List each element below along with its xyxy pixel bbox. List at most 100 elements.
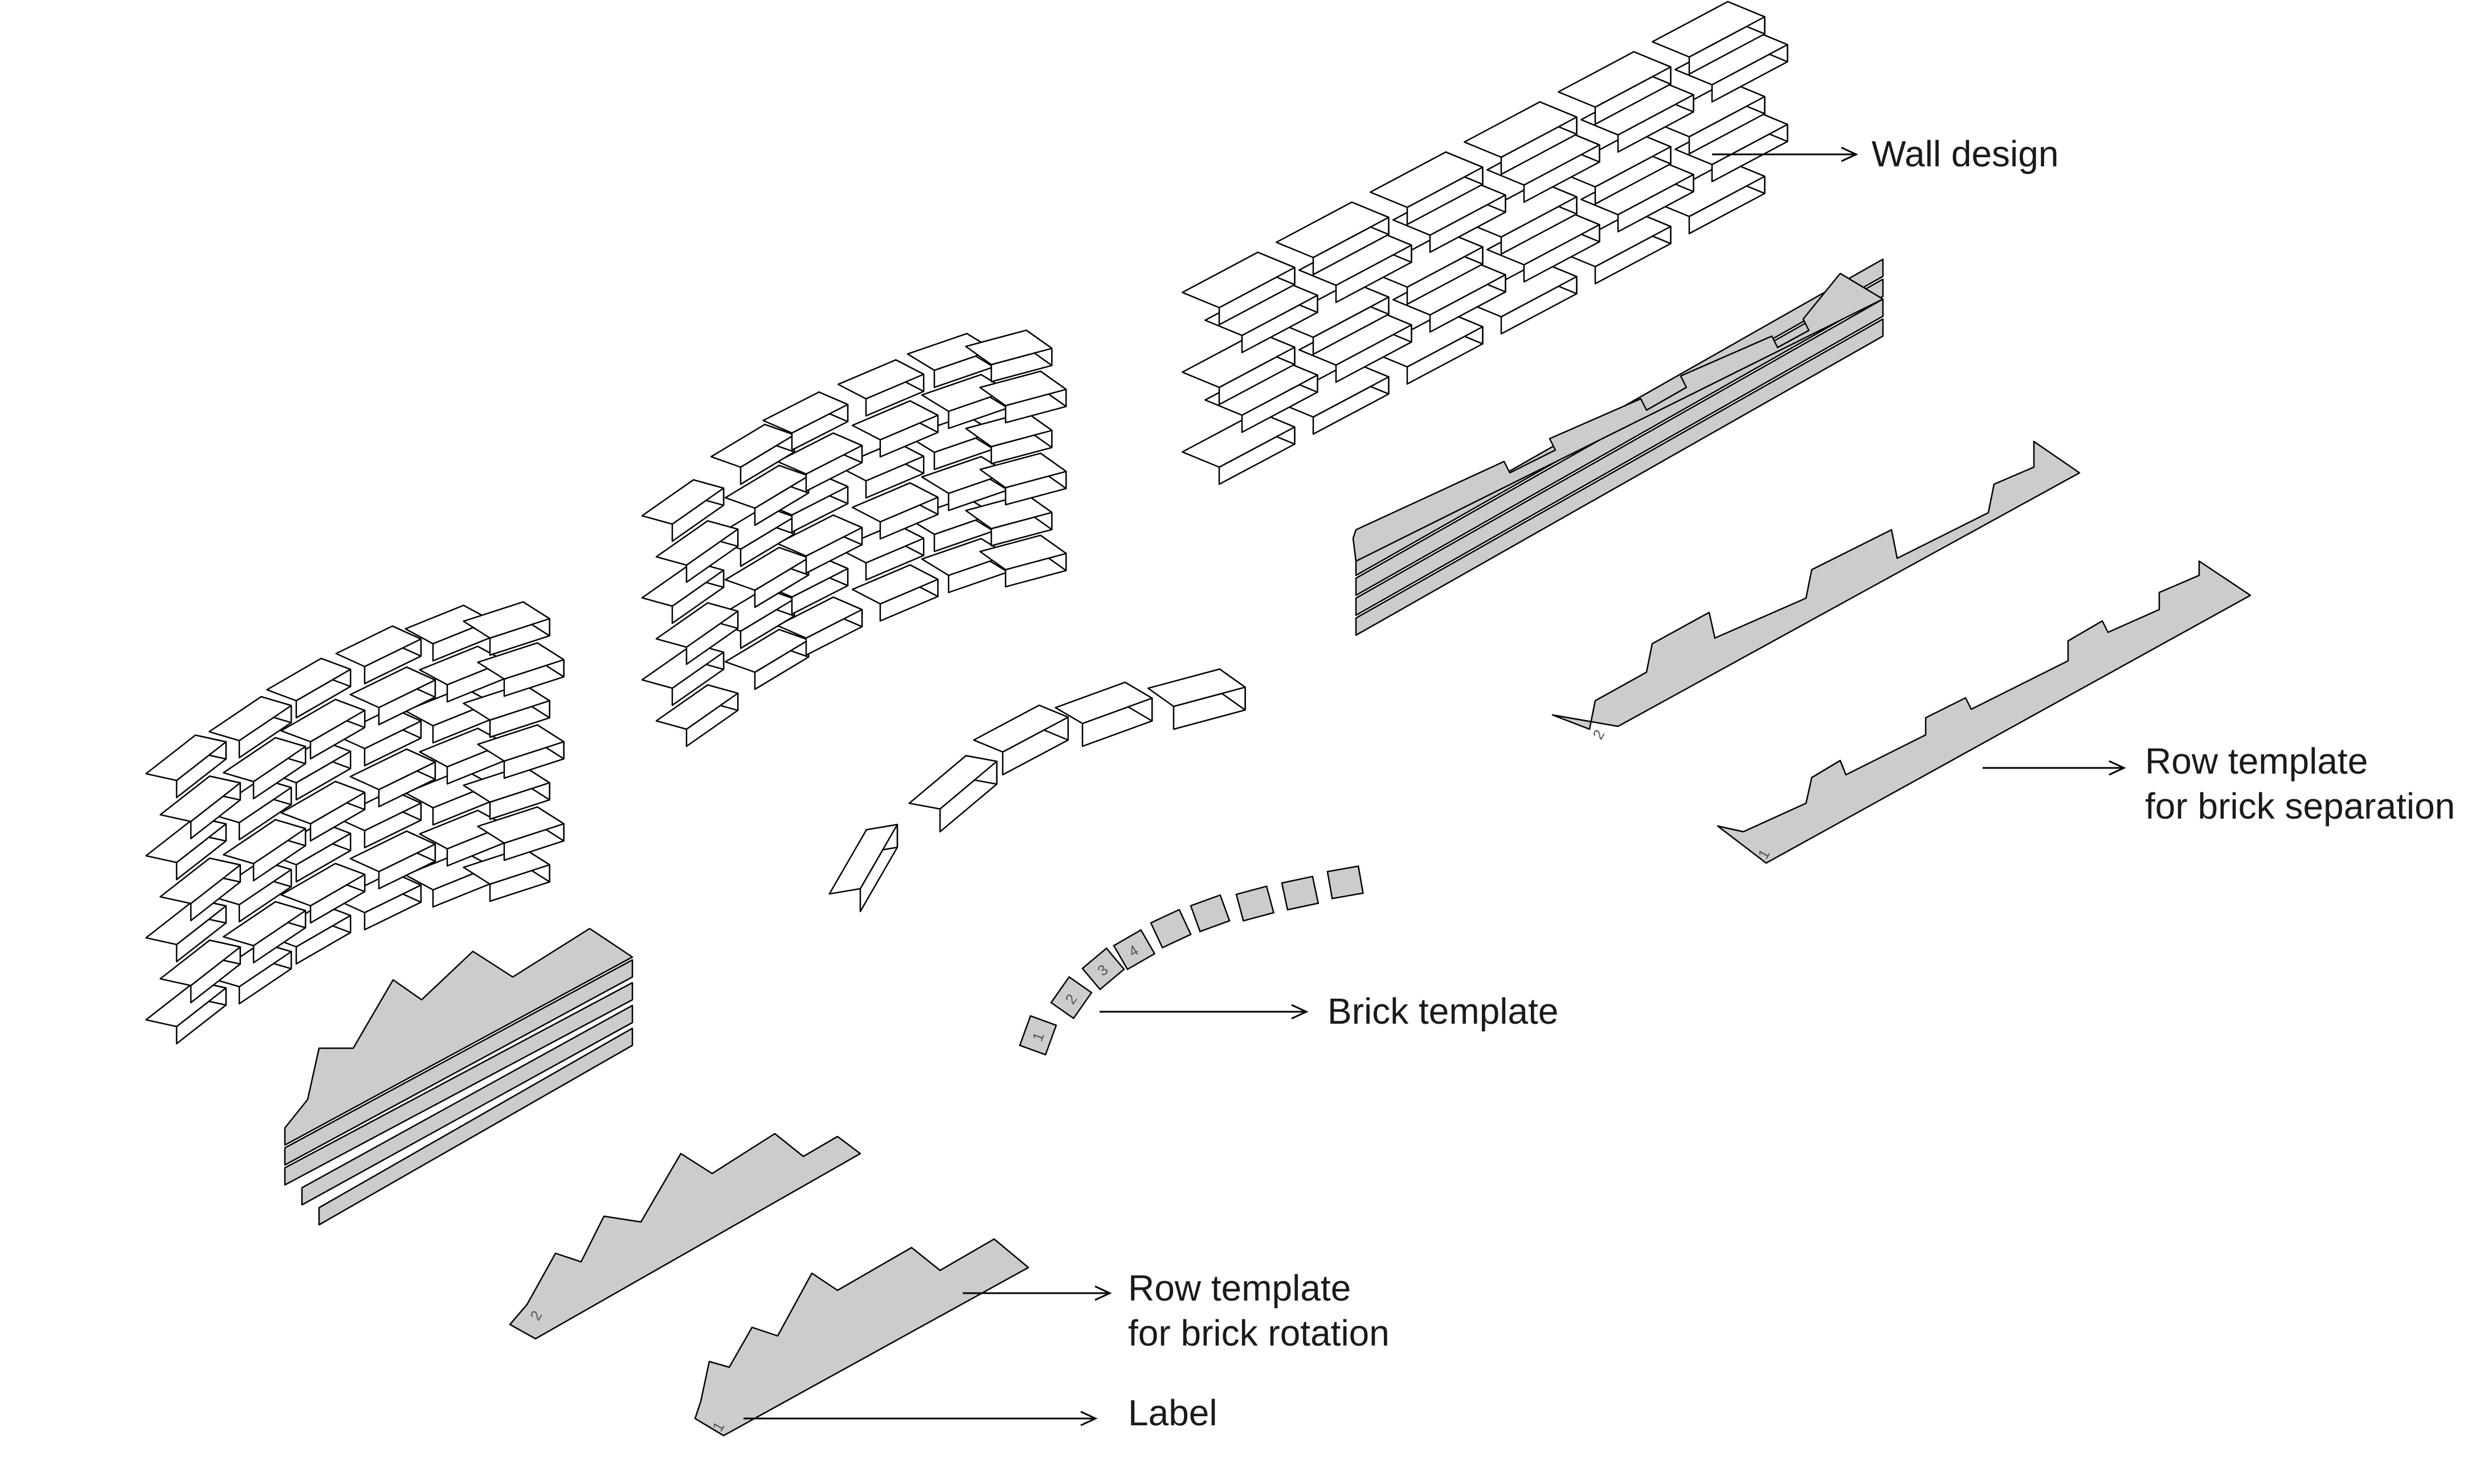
brick xyxy=(1652,160,1766,235)
brick xyxy=(280,780,366,842)
brick xyxy=(335,871,422,931)
brick xyxy=(160,939,241,1004)
brick xyxy=(1464,101,1578,175)
brick-template xyxy=(1190,894,1231,933)
callout-row-template-rotation: Row template for brick rotation xyxy=(963,1268,1390,1354)
brick xyxy=(1147,668,1246,730)
brick xyxy=(208,696,292,759)
brick xyxy=(1652,1,1766,75)
brick xyxy=(979,452,1067,506)
brick-template xyxy=(1150,909,1192,949)
brick xyxy=(655,684,739,747)
brick xyxy=(777,514,863,574)
wall-design-label: Wall design xyxy=(1872,133,2058,174)
brick xyxy=(851,564,939,622)
template-number: 2 xyxy=(1589,726,1608,742)
brick xyxy=(828,824,898,913)
brick xyxy=(710,423,795,485)
brick xyxy=(979,534,1067,588)
brick xyxy=(349,830,436,890)
brick xyxy=(463,847,550,902)
brick xyxy=(463,601,550,656)
brick xyxy=(1370,151,1484,226)
brick-template: 3 xyxy=(1081,947,1125,991)
brick xyxy=(1182,411,1296,485)
brick xyxy=(160,857,241,922)
brick-template xyxy=(1281,876,1319,911)
row-template-separation-label-2: for brick separation xyxy=(2145,786,2455,827)
brick-template: 4 xyxy=(1113,929,1156,971)
callout-row-template-separation: Row template for brick separation xyxy=(1983,741,2455,827)
stacked-row-templates-separation xyxy=(1352,258,1884,636)
brick-template: 2 xyxy=(1050,976,1093,1020)
brick xyxy=(463,683,550,738)
brick xyxy=(979,370,1067,424)
brick xyxy=(477,806,565,861)
brick xyxy=(145,980,227,1045)
brick xyxy=(1182,251,1296,326)
brick xyxy=(477,642,565,697)
brick xyxy=(266,657,352,719)
label-label: Label xyxy=(1128,1392,1218,1433)
brick xyxy=(724,464,810,526)
brick xyxy=(777,432,863,492)
straight-brick-wall xyxy=(1182,1,1788,485)
brick xyxy=(851,482,939,540)
brick xyxy=(280,698,366,760)
brick-template-label: Brick template xyxy=(1327,991,1558,1032)
brick xyxy=(777,596,863,656)
brick xyxy=(837,523,925,581)
brick xyxy=(837,441,925,499)
brick xyxy=(851,400,939,458)
brick xyxy=(762,391,849,451)
brick xyxy=(1464,181,1578,255)
curved-brick-wall-left xyxy=(145,601,565,1045)
brick xyxy=(655,520,739,583)
brick xyxy=(222,819,307,882)
brick xyxy=(724,628,810,690)
brick xyxy=(280,862,366,924)
brick xyxy=(1464,260,1578,335)
curved-brick-wall-middle xyxy=(641,329,1246,913)
brick xyxy=(222,901,307,964)
brick xyxy=(1182,331,1296,406)
brick xyxy=(160,775,241,840)
brick-template xyxy=(1235,885,1275,922)
brick xyxy=(463,765,550,820)
brick xyxy=(655,602,739,665)
row-template-separation-label-1: Row template xyxy=(2145,741,2368,782)
brick xyxy=(477,724,565,779)
brick xyxy=(1580,79,1694,153)
row-template-rotation-label-2: for brick rotation xyxy=(1128,1313,1390,1354)
brick xyxy=(208,860,292,923)
brick xyxy=(145,734,227,799)
brick xyxy=(1055,681,1153,747)
brick xyxy=(837,359,925,417)
brick xyxy=(1486,209,1600,283)
brick xyxy=(965,411,1053,465)
brick xyxy=(1276,201,1390,276)
brick xyxy=(208,942,292,1005)
brick xyxy=(641,479,725,542)
brick xyxy=(1276,361,1390,435)
brick xyxy=(973,704,1069,776)
brick xyxy=(349,748,436,808)
brick-template xyxy=(1326,865,1364,900)
row-template-rotation-1: 1 xyxy=(694,1238,1029,1437)
brick xyxy=(335,789,422,849)
row-template-separation-1: 1 xyxy=(1717,560,2252,864)
brick xyxy=(1204,359,1318,434)
brick xyxy=(1652,80,1766,155)
brick xyxy=(908,755,998,833)
callout-wall-design: Wall design xyxy=(1712,133,2058,174)
brick xyxy=(1558,130,1672,205)
brick xyxy=(222,737,307,800)
brick xyxy=(335,625,422,685)
brick xyxy=(965,329,1053,383)
brick xyxy=(1558,210,1672,285)
callout-brick-template: Brick template xyxy=(1100,991,1558,1032)
row-template-rotation-2: 2 xyxy=(509,1133,861,1340)
brick xyxy=(965,493,1053,547)
brick xyxy=(724,546,810,608)
